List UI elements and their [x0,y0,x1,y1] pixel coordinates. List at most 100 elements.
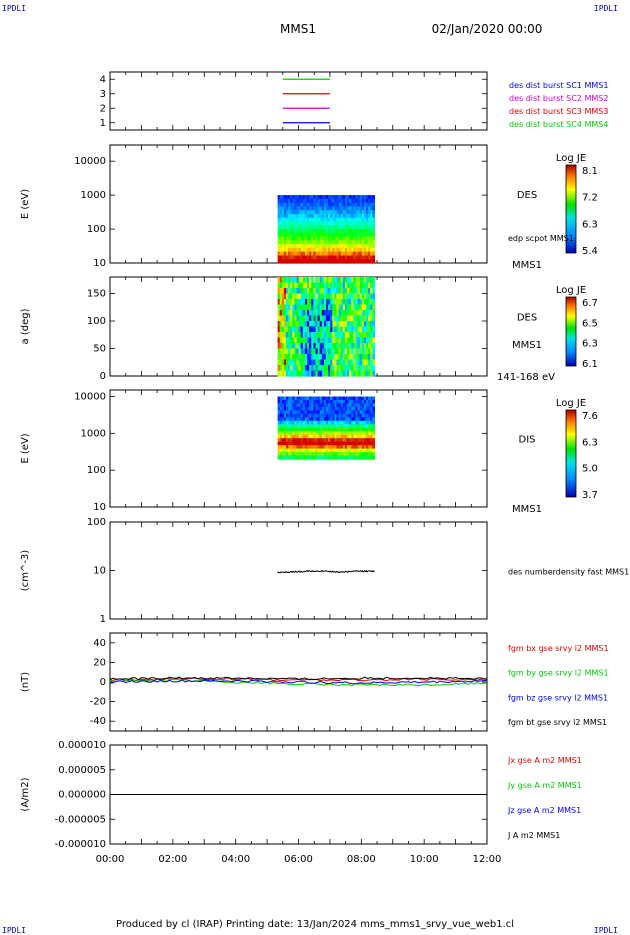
des-energy-cell [321,244,325,249]
dis-energy-cell [330,410,333,415]
des-energy-cell [317,247,321,253]
dis-energy-cell [347,452,350,457]
des-pitch-cell [302,299,306,306]
des-energy-cell [338,229,342,234]
des-energy-cell [372,255,375,260]
des-energy-cell [317,240,321,245]
des-pitch-cell [323,359,327,366]
des-pitch-cell [353,332,357,339]
dis-energy-cell [277,400,281,405]
des-pitch-cell [292,315,295,322]
des-energy-cell [281,251,285,257]
des-pitch-cell [328,354,331,361]
des-pitch-cell [353,343,357,350]
des-energy-cell [321,225,325,230]
des-pitch-cell [307,337,310,344]
des-energy-cell [328,247,331,253]
dis-energy-cell [357,400,361,405]
dis-energy-cell [319,403,323,408]
des-pitch-cell [319,277,323,284]
dis-energy-cell [286,420,289,425]
des-energy-cell [340,247,344,253]
des-energy-cell [338,198,342,204]
legend-des-dist-burst-sc1-mms1: des dist burst SC1 MMS1 [509,81,608,90]
des-pitch-cell [321,288,325,295]
des-pitch-cell [290,282,293,289]
des-energy-cell [313,210,317,215]
des-pitch-cell [366,304,369,311]
dis-energy-cell [347,403,350,408]
dis-energy-cell [281,455,285,460]
des-pitch-cell [294,310,298,317]
des-pitch-cell [311,310,314,317]
des-pitch-cell [328,343,331,350]
dis-energy-cell [298,403,302,408]
des-energy-cell [290,259,293,264]
des-pitch-cell [342,315,346,322]
des-pitch-cell [323,337,327,344]
des-pitch-cell [288,321,291,328]
des-pitch-cell [334,354,338,361]
des-energy-cell [372,251,375,257]
dis-energy-cell [326,396,329,401]
des-pitch-cell [304,299,308,306]
des-pitch-cell [304,321,308,328]
des-pitch-cell [340,288,344,295]
des-energy-cell [302,202,306,208]
des-pitch-cell [370,299,373,306]
des-pitch-cell [349,365,352,372]
des-energy-cell [286,236,289,241]
des-energy-cell [290,210,293,215]
dis-energy-cell [372,400,375,405]
dis-energy-cell [321,413,325,418]
des-energy-cell [281,240,285,245]
des-pitch-cell [307,321,310,328]
des-energy-cell [328,214,331,219]
dis-energy-cell [338,413,342,418]
dis-energy-cell [355,413,359,418]
des-energy-cell [309,198,312,204]
des-pitch-cell [281,348,285,355]
des-energy-cell [332,206,335,211]
dis-energy-cell [370,434,373,439]
des-pitch-cell [330,282,333,289]
des-pitch-cell [292,282,295,289]
dis-energy-cell [347,441,350,446]
des-energy-cell [300,206,304,211]
des-pitch-cell [304,343,308,350]
des-energy-cell [372,221,375,226]
dis-energy-cell [336,441,340,446]
dis-energy-cell [347,448,350,453]
des-pitch-cell [372,304,375,311]
des-energy-colorbar-title: Log JE [556,153,586,164]
des-pitch-cell [347,326,350,333]
des-energy-cell [302,210,306,215]
des-energy-cell [319,195,323,200]
dis-energy-cell [353,434,357,439]
dis-energy-cell [279,417,283,422]
dis-energy-cell [294,455,298,460]
dis-energy-cell [292,400,295,405]
des-energy-cell [298,240,302,245]
des-pitch-cell [363,293,367,300]
des-energy-cell [307,210,310,215]
des-energy-cell [357,259,361,264]
des-energy-cell [355,214,359,219]
dis-energy-cell [323,438,327,443]
dis-energy-cell [315,400,319,405]
des-energy-cell [300,247,304,253]
des-pitch-ytick-label: 0 [100,371,106,382]
dis-energy-cell [300,455,304,460]
dis-energy-cell [355,427,359,432]
des-pitch-cell [353,326,357,333]
des-energy-cell [304,198,308,204]
dis-energy-cell [349,413,352,418]
dis-energy-cell [368,420,371,425]
des-energy-cell [334,247,338,253]
dis-energy-cell [334,427,338,432]
des-pitch-cell [283,343,287,350]
des-energy-cell [279,198,283,204]
des-pitch-cell [336,365,340,372]
dis-energy-cell [294,406,298,411]
dis-energy-cell [334,448,338,453]
